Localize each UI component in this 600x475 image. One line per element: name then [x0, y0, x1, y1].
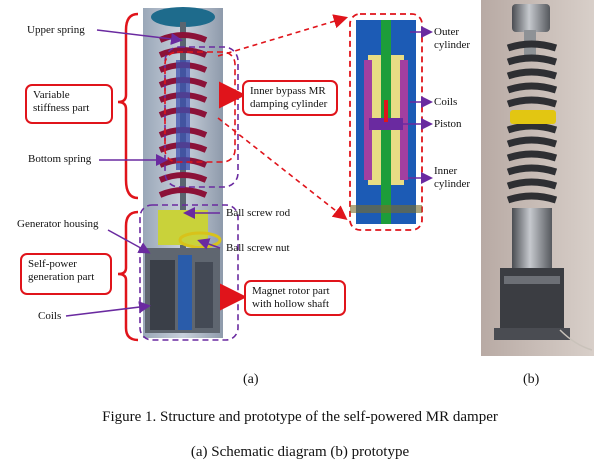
damper-schematic: [143, 7, 223, 338]
upper-spring-label: Upper spring: [27, 24, 85, 36]
coils-left-label: Coils: [38, 310, 62, 322]
figure-caption: Figure 1. Structure and prototype of the…: [102, 409, 498, 425]
prototype-photo: [481, 0, 594, 356]
outer-cylinder-label: Outer cylinder: [434, 26, 471, 51]
variable-stiffness-outline: [164, 46, 239, 188]
bypass-cross-section: [349, 13, 423, 231]
subfigure-b-label: (b): [523, 372, 540, 387]
coils-right-label: Coils: [434, 96, 458, 108]
bypass-cylinder-outline: [164, 51, 236, 163]
self-power-label: Self-power generation part: [20, 253, 112, 295]
ball-screw-rod-label: Ball screw rod: [226, 207, 291, 219]
inner-cylinder-label: Inner cylinder: [434, 165, 471, 190]
leader-arrows: [65, 29, 221, 317]
piston-label: Piston: [434, 118, 462, 130]
bracket-self-power: [117, 210, 139, 342]
bracket-variable-stiffness: [117, 12, 139, 200]
subfigure-a-label: (a): [243, 372, 259, 387]
bottom-spring-label: Bottom spring: [28, 153, 92, 165]
figure-subcaption: (a) Schematic diagram (b) prototype: [190, 444, 410, 460]
inner-bypass-label: Inner bypass MR damping cylinder: [242, 80, 338, 116]
variable-stiffness-label: Variable stiffness part: [25, 84, 113, 124]
ball-screw-nut-label: Ball screw nut: [226, 242, 290, 254]
magnet-rotor-label: Magnet rotor part with hollow shaft: [244, 280, 346, 316]
self-power-outline: [139, 204, 239, 341]
generator-housing-label: Generator housing: [17, 218, 99, 230]
